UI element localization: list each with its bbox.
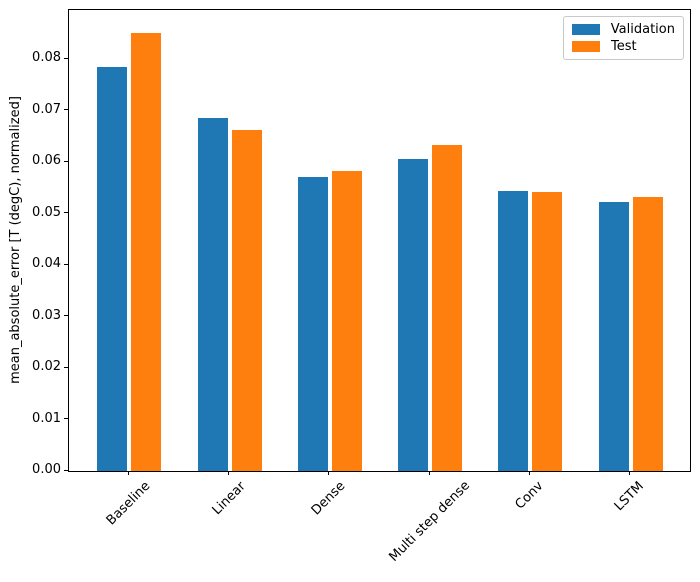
x-tick-label-linear: Linear (209, 478, 249, 518)
x-tick-mark (228, 471, 230, 475)
legend-label-test: Test (611, 39, 637, 54)
bar-validation-linear (197, 118, 228, 471)
x-tick-label-dense: Dense (309, 478, 349, 519)
plot-area (68, 9, 691, 472)
y-tick-mark (64, 315, 68, 317)
y-tick-mark (64, 263, 68, 265)
bar-test-lstm (632, 196, 663, 471)
bar-validation-baseline (97, 67, 128, 471)
y-tick-label: 0.08 (32, 50, 61, 66)
y-tick-label: 0.04 (32, 256, 61, 272)
legend-entry-validation: Validation (572, 22, 675, 37)
bar-validation-lstm (598, 201, 629, 471)
bar-validation-multi-step-dense (398, 159, 429, 471)
x-tick-label-lstm: LSTM (611, 478, 648, 514)
x-tick-mark (127, 471, 129, 475)
y-tick-mark (64, 212, 68, 214)
bar-validation-dense (297, 176, 328, 471)
bar-test-multi-step-dense (432, 145, 463, 471)
y-tick-label: 0.00 (32, 462, 61, 477)
x-tick-mark (328, 471, 330, 475)
y-tick-mark (64, 469, 68, 471)
y-tick-label: 0.05 (32, 204, 61, 220)
x-tick-label-conv: Conv (512, 478, 547, 513)
bar-validation-conv (498, 191, 529, 471)
y-tick-label: 0.03 (32, 307, 61, 323)
bar-test-conv (532, 192, 563, 471)
y-tick-mark (64, 366, 68, 368)
x-tick-mark (428, 471, 430, 475)
legend-label-validation: Validation (610, 22, 675, 37)
y-tick-mark (64, 160, 68, 162)
x-tick-label-multi-step-dense: Multi step dense (386, 478, 473, 566)
y-tick-mark (64, 418, 68, 420)
x-tick-mark (629, 471, 631, 475)
legend-entry-test: Test (572, 39, 675, 54)
legend-swatch-validation (572, 24, 600, 35)
y-tick-label: 0.02 (32, 359, 61, 375)
legend-swatch-test (572, 41, 600, 52)
y-axis-label: mean_absolute_error [T (degC), normalize… (8, 96, 23, 384)
x-tick-mark (528, 471, 530, 475)
legend: Validation Test (563, 16, 684, 60)
y-tick-mark (64, 57, 68, 59)
y-tick-label: 0.07 (32, 101, 61, 117)
y-tick-label: 0.06 (32, 153, 61, 169)
y-tick-mark (64, 109, 68, 111)
bar-test-linear (231, 129, 262, 471)
bar-test-dense (331, 171, 362, 471)
y-tick-label: 0.01 (32, 410, 61, 426)
bar-test-baseline (131, 32, 162, 471)
x-tick-label-baseline: Baseline (103, 478, 154, 529)
